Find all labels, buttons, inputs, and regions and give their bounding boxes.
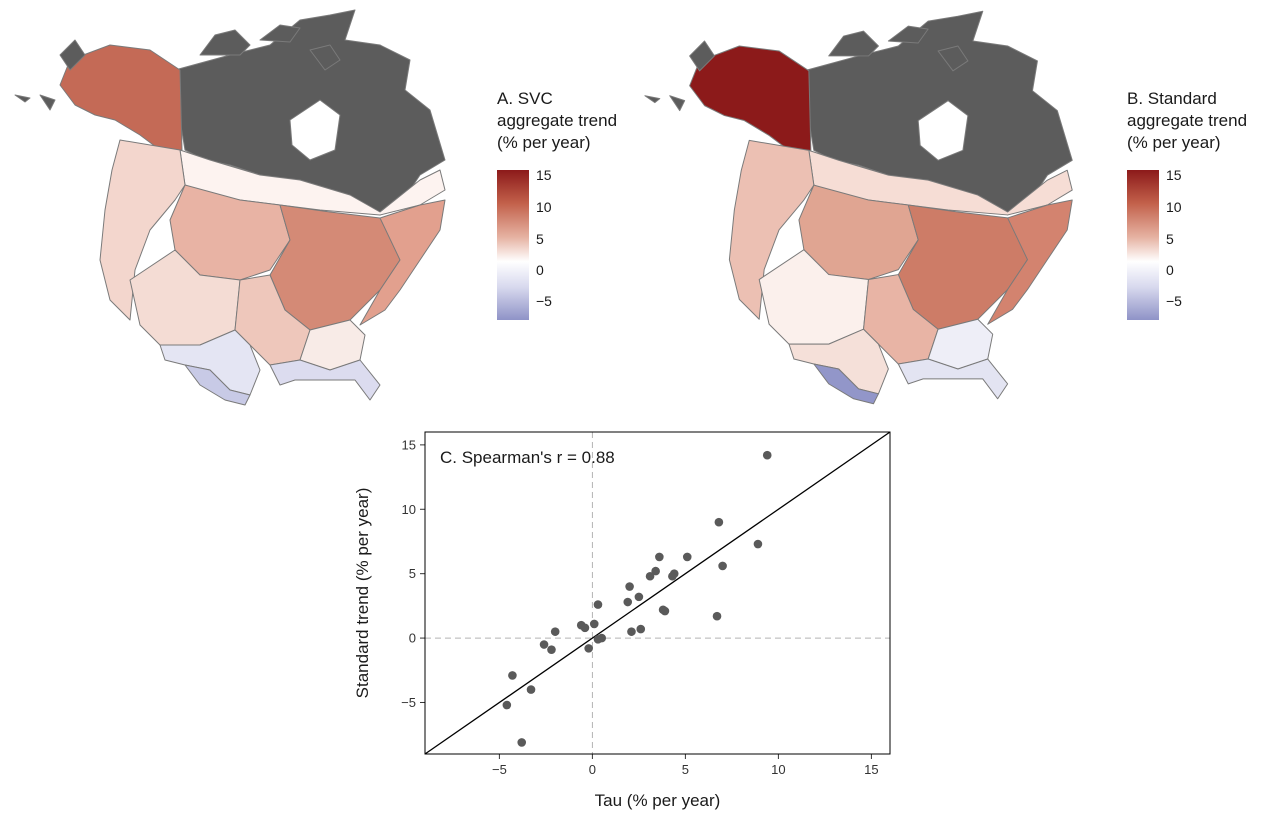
x-tick-label: 15 xyxy=(864,762,878,777)
data-point xyxy=(682,552,692,562)
legend-a-tick-5: 5 xyxy=(536,231,544,247)
legend-b-tick-10: 10 xyxy=(1166,199,1182,215)
data-point xyxy=(668,571,677,581)
map-b-prairie-region xyxy=(798,184,919,281)
data-point xyxy=(502,700,512,710)
map-b-gulf-region xyxy=(897,358,1009,400)
map-b-mexico-south xyxy=(813,363,879,405)
data-point xyxy=(753,539,763,549)
map-panel-b xyxy=(630,0,1266,410)
y-tick-label: 15 xyxy=(402,437,416,452)
map-a-bay xyxy=(289,99,341,161)
data-point xyxy=(762,450,772,460)
data-point xyxy=(718,561,727,571)
legend-b-colorbar xyxy=(1127,170,1159,320)
legend-a-title: A. SVC aggregate trend (% per year) xyxy=(497,88,617,154)
legend-b-title-line1: B. Standard xyxy=(1127,89,1217,108)
data-point xyxy=(517,738,527,747)
map-b-northeast-region xyxy=(987,199,1073,325)
data-point xyxy=(547,645,556,654)
x-tick-label: 0 xyxy=(589,762,596,777)
x-tick-label: 10 xyxy=(771,762,785,777)
data-point xyxy=(645,571,655,581)
data-point xyxy=(660,606,670,616)
data-point xyxy=(623,597,633,607)
legend-a-tick-15: 15 xyxy=(536,167,552,183)
x-tick-label: 5 xyxy=(682,762,689,777)
y-tick-label: −5 xyxy=(401,695,416,710)
legend-a-title-line2: aggregate trend xyxy=(497,111,618,130)
map-b-great-lakes-region xyxy=(897,204,1038,330)
legend-a-colorbar xyxy=(497,170,529,320)
plot-layer: −5 0 5 10 15 −5 0 5 10 15 xyxy=(401,431,891,777)
map-a-arctic-islands xyxy=(199,24,341,71)
map-a-northeast-region xyxy=(359,199,446,326)
y-tick-label: 5 xyxy=(409,566,416,581)
map-a-gulf-region xyxy=(269,359,381,401)
map-panel-a xyxy=(0,0,640,410)
map-b-bay xyxy=(917,100,969,161)
data-point xyxy=(526,685,536,694)
legend-a-tick-0: 0 xyxy=(536,262,544,278)
map-a-prairie-region xyxy=(169,184,291,281)
legend-b-tick-neg5: −5 xyxy=(1166,293,1182,309)
map-a-alaska-region xyxy=(59,44,183,151)
chart-title: C. Spearman's r = 0.88 xyxy=(440,448,615,467)
reference-line xyxy=(424,431,891,755)
data-point xyxy=(593,600,603,609)
legend-a-tick-neg5: −5 xyxy=(536,293,552,309)
data-point xyxy=(655,552,664,562)
legend-a: A. SVC aggregate trend (% per year) 15 1… xyxy=(497,88,617,320)
data-point xyxy=(627,627,636,636)
map-a-great-lakes-region xyxy=(269,204,411,331)
data-point xyxy=(589,619,599,629)
map-a-mexico-south xyxy=(184,364,251,406)
data-point xyxy=(651,566,660,576)
y-tick-label: 0 xyxy=(409,631,416,646)
map-b-arctic-islands xyxy=(828,25,969,72)
legend-a-tick-10: 10 xyxy=(536,199,552,215)
data-point xyxy=(508,671,517,680)
plot-frame xyxy=(424,431,891,755)
y-axis-title: Standard trend (% per year) xyxy=(353,488,372,699)
data-point xyxy=(712,611,722,621)
legend-b-title-line3: (% per year) xyxy=(1127,133,1221,152)
legend-b-title-line2: aggregate trend xyxy=(1127,111,1248,130)
data-point xyxy=(625,582,634,591)
data-point xyxy=(636,624,646,634)
legend-b-tick-15: 15 xyxy=(1166,167,1182,183)
data-point xyxy=(593,635,603,644)
map-a-west-coast-region xyxy=(99,139,186,321)
legend-a-title-line1: A. SVC xyxy=(497,89,553,108)
map-b-svg xyxy=(644,10,1073,405)
map-b-alaska-tip xyxy=(644,40,715,112)
map-a-alaska-tip xyxy=(14,39,86,111)
data-point xyxy=(580,623,590,633)
x-axis-title: Tau (% per year) xyxy=(595,791,721,810)
data-point xyxy=(539,640,549,649)
map-b-alaska-region xyxy=(689,45,812,151)
data-point xyxy=(584,644,593,653)
y-tick-label: 10 xyxy=(402,502,416,517)
legend-b-title: B. Standard aggregate trend (% per year) xyxy=(1127,88,1247,154)
data-point xyxy=(550,627,560,636)
legend-b: B. Standard aggregate trend (% per year)… xyxy=(1127,88,1247,320)
legend-a-title-line3: (% per year) xyxy=(497,133,591,152)
scatter-panel: −5 0 5 10 15 −5 0 5 10 15 C. Spearman's r = 0.88 … xyxy=(340,420,920,815)
data-point xyxy=(634,592,644,602)
data-point xyxy=(714,517,724,527)
legend-b-tick-0: 0 xyxy=(1166,262,1174,278)
map-b-west-coast-region xyxy=(728,139,815,320)
legend-b-tick-5: 5 xyxy=(1166,231,1174,247)
map-a-svg xyxy=(14,9,446,406)
x-tick-label: −5 xyxy=(492,762,507,777)
